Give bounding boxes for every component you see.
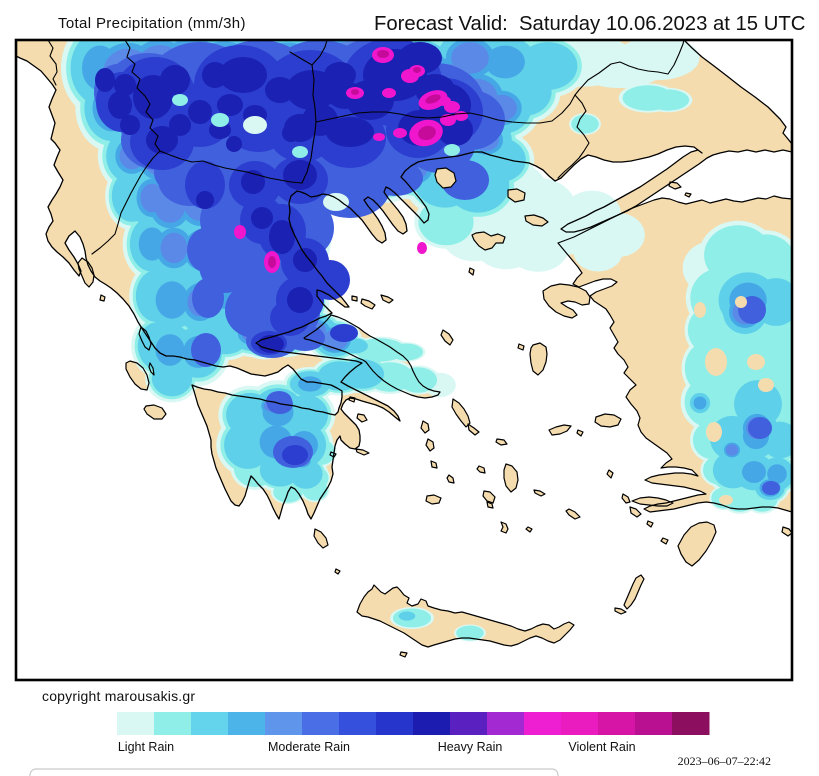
svg-text:Forecast Valid: Saturday 10.0: Forecast Valid: Saturday 10.06.2023 at 1…	[374, 13, 805, 35]
svg-text:Heavy Rain: Heavy Rain	[438, 740, 503, 754]
svg-text:Violent Rain: Violent Rain	[568, 740, 635, 754]
svg-text:2023–06–07–22:42: 2023–06–07–22:42	[678, 754, 771, 768]
svg-text:Moderate Rain: Moderate Rain	[268, 740, 350, 754]
svg-text:copyright marousakis.gr: copyright marousakis.gr	[42, 688, 195, 704]
svg-text:Total Precipitation (mm/3h): Total Precipitation (mm/3h)	[58, 15, 246, 32]
svg-text:Light Rain: Light Rain	[118, 740, 174, 754]
